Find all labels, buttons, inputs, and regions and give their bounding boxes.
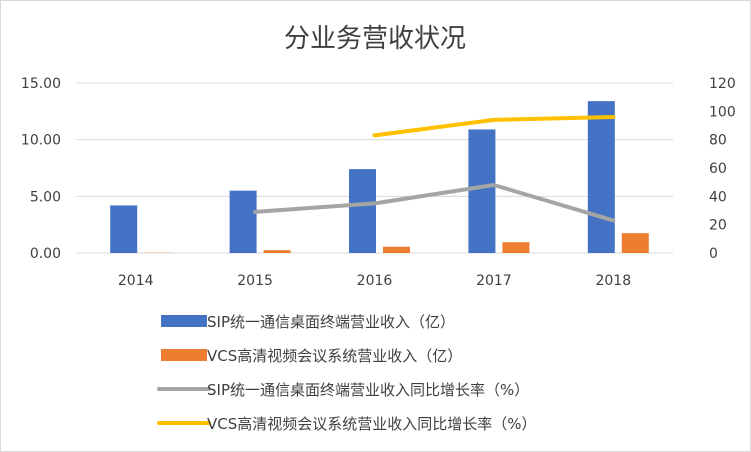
left-axis: 0.00 5.00 10.00 15.00 — [21, 76, 61, 262]
bar — [587, 101, 615, 253]
bar — [621, 233, 649, 253]
right-tick-label: 20 — [709, 218, 727, 234]
bar — [468, 129, 496, 253]
series-line — [372, 115, 616, 138]
legend-label: VCS高清视频会议系统营业收入同比增长率（%） — [207, 415, 537, 433]
x-axis: 2014 2015 2016 2017 2018 — [118, 273, 631, 289]
legend-label: VCS高清视频会议系统营业收入（亿） — [207, 347, 462, 365]
x-tick-label: 2014 — [118, 273, 154, 289]
legend-label: SIP统一通信桌面终端营业收入（亿） — [207, 313, 455, 331]
bar — [229, 190, 257, 253]
right-tick-label: 40 — [709, 189, 727, 205]
legend-label: SIP统一通信桌面终端营业收入同比增长率（%） — [207, 381, 529, 399]
bar — [383, 246, 410, 253]
x-tick-label: 2015 — [237, 273, 273, 289]
right-tick-label: 60 — [709, 161, 727, 177]
legend-swatch — [161, 315, 207, 327]
bar — [110, 205, 138, 253]
x-tick-label: 2018 — [595, 273, 631, 289]
chart-title: 分业务营收状况 — [284, 24, 466, 54]
left-tick-label: 10.00 — [21, 133, 61, 149]
left-tick-label: 15.00 — [21, 76, 61, 92]
x-tick-label: 2016 — [357, 273, 393, 289]
line-series — [253, 115, 616, 223]
series-line — [253, 183, 616, 223]
bar — [502, 242, 530, 253]
right-axis: 0 20 40 60 80 100 120 — [709, 76, 736, 262]
left-tick-label: 5.00 — [30, 189, 61, 205]
right-tick-label: 0 — [709, 246, 718, 262]
left-tick-label: 0.00 — [30, 246, 61, 262]
right-tick-label: 120 — [709, 76, 736, 92]
x-tick-label: 2017 — [476, 273, 512, 289]
bar-series — [110, 101, 649, 253]
legend-swatch — [161, 349, 207, 361]
right-tick-label: 100 — [709, 104, 736, 120]
bar — [263, 250, 291, 253]
bar — [349, 169, 376, 253]
right-tick-label: 80 — [709, 133, 727, 149]
legend: SIP统一通信桌面终端营业收入（亿） VCS高清视频会议系统营业收入（亿） SIP统… — [157, 313, 537, 433]
